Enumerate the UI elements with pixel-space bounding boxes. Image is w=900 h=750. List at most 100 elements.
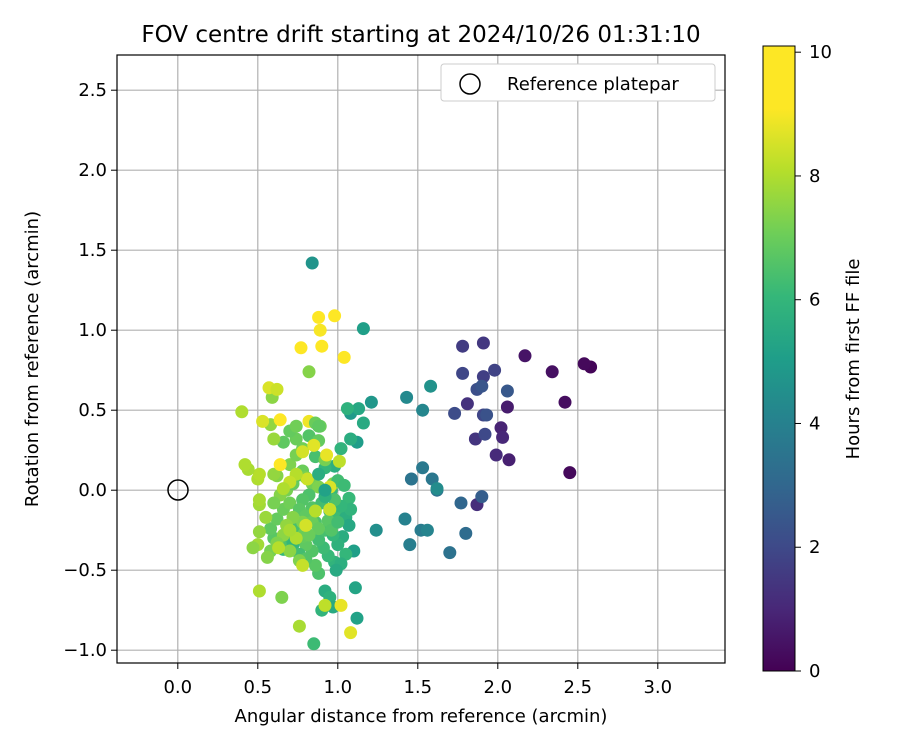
data-point: [430, 482, 444, 496]
data-point: [270, 382, 284, 396]
data-point: [416, 461, 430, 475]
data-point: [425, 472, 439, 486]
data-point: [350, 611, 364, 625]
data-point: [352, 402, 366, 416]
data-point: [308, 504, 322, 518]
data-point: [308, 558, 322, 572]
data-point: [318, 483, 332, 497]
data-point: [456, 366, 470, 380]
data-point: [424, 379, 438, 393]
data-point: [312, 310, 326, 324]
data-point: [331, 515, 345, 529]
data-point: [403, 538, 417, 552]
legend: Reference platepar: [440, 63, 716, 102]
data-point: [334, 598, 348, 612]
data-point: [416, 403, 430, 417]
data-point: [476, 336, 490, 350]
data-point: [348, 581, 362, 595]
data-point: [302, 365, 316, 379]
data-point: [273, 413, 287, 427]
data-point: [344, 432, 358, 446]
y-axis-ticks: −1.0 −0.5 0.0 0.5 1.0 1.5 2.0 2.5: [63, 80, 117, 661]
data-point: [312, 419, 326, 433]
data-point: [476, 370, 490, 384]
data-point: [364, 395, 378, 409]
data-point: [475, 379, 489, 393]
y-tick-label: −0.5: [63, 560, 107, 581]
data-point: [331, 538, 345, 552]
data-point: [577, 357, 591, 371]
data-point: [545, 365, 559, 379]
data-point: [270, 512, 284, 526]
data-point: [256, 414, 270, 428]
data-point: [320, 448, 334, 462]
data-point: [328, 309, 342, 323]
colorbar: 0 2 4 6 8 10 Hours from first FF file: [762, 42, 864, 682]
colorbar-tick-label: 0: [809, 661, 820, 682]
data-point: [329, 563, 343, 577]
x-tick-label: 2.0: [483, 677, 512, 698]
y-tick-label: 2.5: [78, 80, 107, 101]
data-point: [252, 467, 266, 481]
data-point: [443, 546, 457, 560]
colorbar-tick-label: 8: [809, 166, 820, 187]
data-point: [563, 466, 577, 480]
data-point: [496, 430, 510, 444]
data-point: [558, 395, 572, 409]
x-axis-ticks: 0.0 0.5 1.0 1.5 2.0 2.5 3.0: [163, 663, 672, 698]
data-point: [305, 256, 319, 270]
data-point: [488, 363, 502, 377]
data-point: [294, 341, 308, 355]
data-point: [356, 322, 370, 336]
data-point: [332, 454, 346, 468]
legend-box: [440, 63, 716, 102]
data-point: [289, 419, 303, 433]
data-point: [494, 421, 508, 435]
data-point: [339, 547, 353, 561]
data-point: [312, 533, 326, 547]
data-point: [420, 523, 434, 537]
data-point: [307, 438, 321, 452]
data-point: [260, 550, 274, 564]
colorbar-tick-label: 4: [809, 413, 820, 434]
data-point: [283, 458, 297, 472]
data-point: [302, 429, 316, 443]
y-axis-label: Rotation from reference (arcmin): [22, 211, 43, 507]
plot-frame: [116, 54, 726, 664]
data-point: [468, 432, 482, 446]
data-point: [315, 339, 329, 353]
data-point: [342, 491, 356, 505]
data-point: [273, 458, 287, 472]
data-point: [296, 445, 310, 459]
grid-lines: [117, 55, 725, 663]
colorbar-label: Hours from first FF file: [843, 259, 864, 460]
y-tick-label: 0.0: [78, 480, 107, 501]
colorbar-ticks: 0 2 4 6 8 10: [795, 42, 832, 682]
y-tick-label: 0.5: [78, 400, 107, 421]
x-tick-label: 3.0: [643, 677, 672, 698]
data-point: [342, 518, 356, 532]
data-point: [246, 541, 260, 555]
data-point: [454, 496, 468, 510]
data-point: [518, 349, 532, 363]
x-tick-label: 0.5: [243, 677, 272, 698]
data-point: [404, 472, 418, 486]
y-tick-label: 1.0: [78, 320, 107, 341]
data-point: [337, 350, 351, 364]
data-point: [267, 467, 281, 481]
data-point: [252, 584, 266, 598]
colorbar-tick-label: 10: [809, 42, 832, 63]
data-point: [400, 390, 414, 404]
x-tick-label: 1.0: [323, 677, 352, 698]
legend-label: Reference platepar: [507, 74, 679, 95]
data-point: [337, 478, 351, 492]
legend-reference-marker: [459, 73, 481, 95]
data-point: [460, 397, 474, 411]
x-tick-label: 0.0: [163, 677, 192, 698]
chart-title: FOV centre drift starting at 2024/10/26 …: [141, 22, 700, 48]
data-point: [235, 405, 249, 419]
data-point: [344, 626, 358, 640]
data-points: [235, 256, 598, 651]
data-point: [252, 525, 266, 539]
